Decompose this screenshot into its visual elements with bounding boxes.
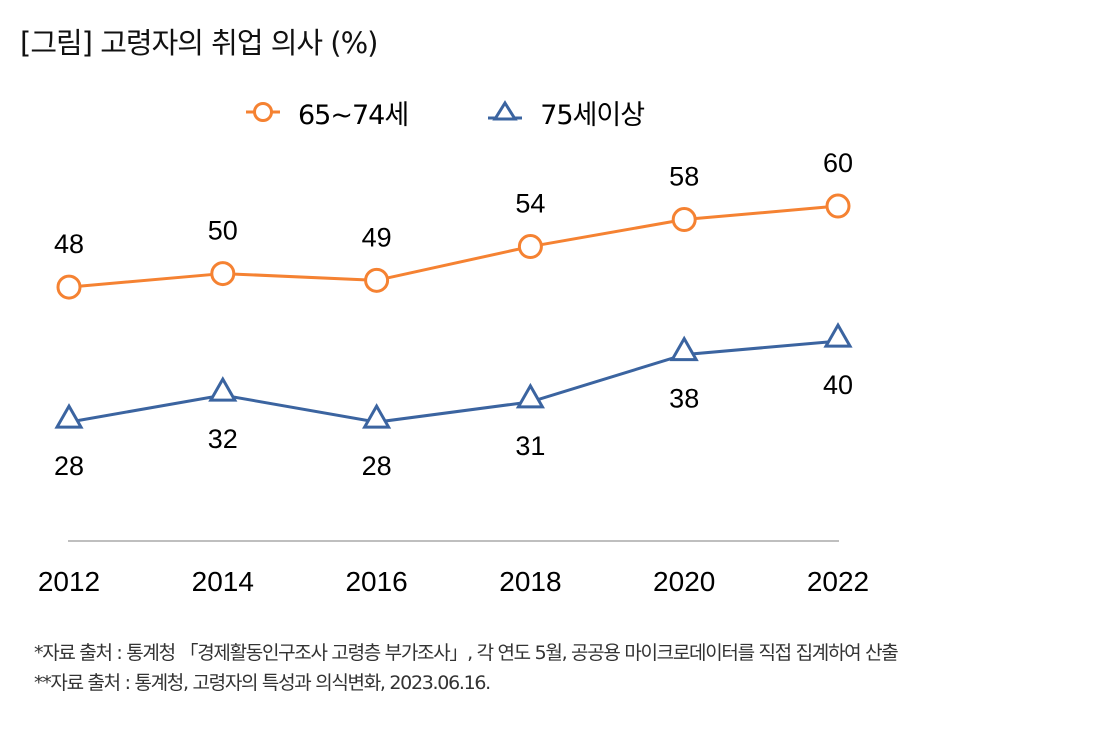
source-note: **자료 출처 : 통계청, 고령자의 특성과 의식변화, 2023.06.16… <box>34 672 491 694</box>
data-label: 40 <box>823 370 853 400</box>
series-line <box>68 339 839 424</box>
data-label: 28 <box>54 451 84 481</box>
data-label: 58 <box>669 162 699 192</box>
data-point-circle <box>56 274 82 300</box>
data-point-circle <box>517 234 543 260</box>
x-tick-label: 2016 <box>345 566 407 597</box>
data-label: 50 <box>208 216 238 246</box>
data-label: 60 <box>823 148 853 178</box>
data-point-triangle <box>208 376 238 402</box>
data-point-triangle <box>54 403 84 429</box>
data-label: 49 <box>362 222 392 252</box>
x-tick-label: 2018 <box>499 566 561 597</box>
triangle-marker-icon <box>488 100 523 121</box>
data-point-triangle <box>362 403 392 429</box>
data-label: 54 <box>515 189 545 219</box>
data-point-triangle <box>515 382 545 409</box>
data-label: 32 <box>208 424 238 454</box>
legend-item-75-plus: 75세이상 <box>488 93 645 132</box>
data-label: 38 <box>669 384 699 414</box>
data-label: 31 <box>515 431 545 461</box>
legend-item-65-74: 65~74세 <box>246 93 409 132</box>
x-tick-label: 2014 <box>192 566 254 597</box>
data-label: 48 <box>54 229 84 259</box>
series-line <box>68 204 839 289</box>
legend: 65~74세 75세이상 <box>246 92 724 132</box>
data-point-circle <box>825 193 851 219</box>
x-tick-label: 2020 <box>653 566 715 597</box>
data-label: 28 <box>362 451 392 481</box>
source-notes: *자료 출처 : 통계청 「경제활동인구조사 고령층 부가조사」, 각 연도 5… <box>34 638 899 698</box>
x-tick-label: 2012 <box>38 566 100 597</box>
data-point-circle <box>210 261 236 287</box>
legend-label: 65~74세 <box>298 99 409 131</box>
line-chart: 2012 2014 2016 2018 2020 2022 48 50 49 54 58 60 28 32… <box>38 148 869 597</box>
data-point-triangle <box>669 335 699 362</box>
circle-marker-icon <box>246 102 280 122</box>
data-point-triangle <box>823 322 853 348</box>
source-note: *자료 출처 : 통계청 「경제활동인구조사 고령층 부가조사」, 각 연도 5… <box>34 642 899 664</box>
legend-label: 75세이상 <box>540 99 645 131</box>
chart-title: [그림] 고령자의 취업 의사 (%) <box>20 26 378 60</box>
x-tick-label: 2022 <box>807 566 869 597</box>
data-point-circle <box>364 267 390 293</box>
data-point-circle <box>671 207 697 233</box>
